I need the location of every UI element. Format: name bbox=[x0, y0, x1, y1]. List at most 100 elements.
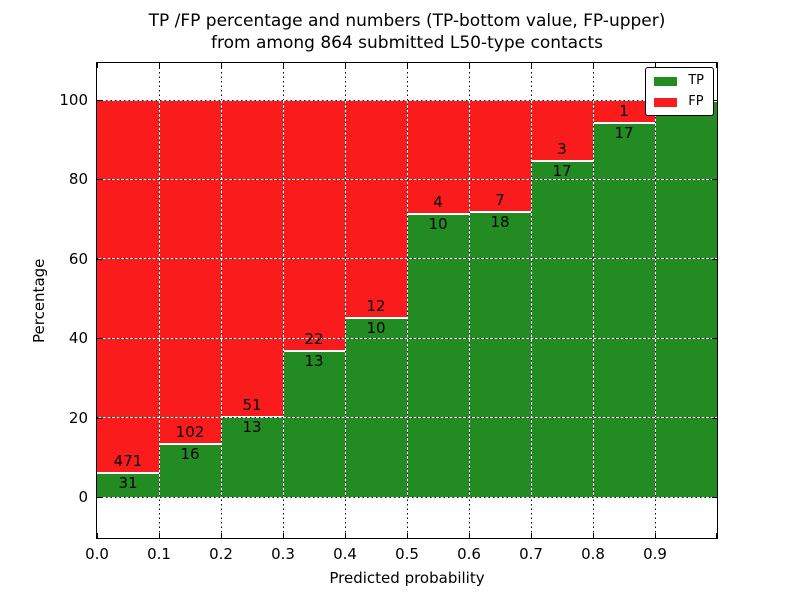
vertical-gridline bbox=[158, 63, 160, 538]
x-tick-label: 0.9 bbox=[643, 545, 667, 563]
x-axis-tick bbox=[159, 533, 160, 538]
y-axis-tick-right bbox=[712, 100, 717, 101]
vertical-gridline bbox=[344, 63, 346, 538]
y-axis-tick bbox=[97, 258, 102, 260]
x-tick-label: 0.1 bbox=[147, 545, 171, 563]
tp-count-label: 17 bbox=[552, 161, 572, 180]
tp-color-swatch bbox=[654, 76, 678, 86]
fp-bar-segment bbox=[159, 100, 221, 444]
x-axis-tick bbox=[407, 533, 408, 538]
x-axis-tick-top bbox=[283, 63, 284, 68]
horizontal-gridline bbox=[97, 258, 717, 260]
y-axis-tick-right bbox=[712, 497, 717, 498]
tp-bar-segment bbox=[655, 100, 717, 497]
tp-count-label: 31 bbox=[118, 474, 138, 493]
x-axis-tick-top bbox=[593, 63, 594, 68]
fp-count-label: 4 bbox=[433, 193, 443, 212]
x-axis-tick bbox=[283, 533, 284, 538]
x-axis-tick-top bbox=[469, 63, 470, 68]
vertical-gridline bbox=[220, 63, 222, 538]
fp-count-label: 1 bbox=[619, 102, 629, 121]
x-tick-label: 0.8 bbox=[581, 545, 605, 563]
x-tick-label: 0.3 bbox=[271, 545, 295, 563]
fp-bar-segment bbox=[593, 100, 655, 123]
x-tick-label: 0.5 bbox=[395, 545, 419, 563]
chart-title: TP /FP percentage and numbers (TP-bottom… bbox=[96, 10, 718, 54]
y-axis-label: Percentage bbox=[30, 258, 48, 343]
y-axis-tick bbox=[97, 179, 102, 181]
y-axis-tick-right bbox=[712, 258, 717, 260]
fp-count-label: 102 bbox=[175, 423, 205, 442]
fp-bar-segment bbox=[469, 100, 531, 212]
tp-bar-segment bbox=[221, 416, 283, 497]
tp-bar-segment bbox=[97, 472, 159, 497]
y-axis-tick-right bbox=[712, 338, 717, 340]
chart-title-line-1: TP /FP percentage and numbers (TP-bottom… bbox=[148, 11, 666, 31]
y-tick-label: 80 bbox=[68, 170, 88, 189]
fp-bar-segment bbox=[221, 100, 283, 417]
tp-count-label: 17 bbox=[614, 124, 634, 143]
legend: TP FP bbox=[645, 67, 714, 116]
plot-area: TP FP 471 31 102 16 51 13 22 13 12 10 4 10 7 18 3 17 1 17… bbox=[96, 62, 718, 539]
x-axis-tick-top bbox=[221, 63, 222, 68]
tp-bar-segment bbox=[593, 122, 655, 497]
y-axis-tick bbox=[97, 338, 102, 340]
fp-count-label: 12 bbox=[366, 296, 386, 315]
y-tick-label: 20 bbox=[68, 408, 88, 427]
x-axis-tick bbox=[221, 533, 222, 538]
y-axis-tick-right bbox=[712, 417, 717, 419]
x-tick-label: 0.2 bbox=[209, 545, 233, 563]
x-axis-tick bbox=[469, 533, 470, 538]
fp-count-label: 7 bbox=[495, 191, 505, 210]
vertical-gridline bbox=[654, 63, 656, 538]
fp-bar-segment bbox=[407, 100, 469, 214]
x-axis-tick-top bbox=[345, 63, 346, 68]
y-tick-label: 0 bbox=[78, 488, 88, 506]
x-axis-tick bbox=[593, 533, 594, 538]
fp-bar-segment bbox=[531, 100, 593, 160]
vertical-gridline bbox=[282, 63, 284, 538]
tp-bar-segment bbox=[345, 316, 407, 497]
fp-count-label: 471 bbox=[113, 452, 143, 471]
x-axis-tick-top bbox=[531, 63, 532, 68]
y-axis-tick-right bbox=[712, 179, 717, 181]
fp-bar-segment bbox=[283, 100, 345, 350]
x-tick-label: 0.4 bbox=[333, 545, 357, 563]
x-axis-tick-top bbox=[159, 63, 160, 68]
tp-bar-segment bbox=[407, 213, 469, 497]
legend-item-fp: FP bbox=[654, 95, 704, 109]
tp-bar-segment bbox=[469, 211, 531, 497]
x-axis-tick bbox=[345, 533, 346, 538]
horizontal-gridline bbox=[97, 99, 717, 101]
y-tick-label: 40 bbox=[68, 329, 88, 348]
tp-count-label: 13 bbox=[304, 351, 324, 370]
vertical-gridline bbox=[406, 63, 408, 538]
x-axis-tick-top bbox=[407, 63, 408, 68]
tp-count-label: 10 bbox=[366, 318, 386, 337]
tp-bar-segment bbox=[531, 159, 593, 497]
x-axis-tick-top bbox=[716, 63, 717, 68]
legend-item-tp: TP bbox=[654, 74, 704, 88]
y-axis-tick bbox=[97, 497, 102, 498]
tp-count-label: 10 bbox=[428, 215, 448, 234]
vertical-gridline bbox=[592, 63, 594, 538]
x-tick-label: 0.0 bbox=[85, 545, 109, 563]
y-tick-label: 60 bbox=[68, 249, 88, 268]
vertical-gridline bbox=[530, 63, 532, 538]
horizontal-gridline bbox=[97, 178, 717, 180]
tp-bar-segment bbox=[159, 443, 221, 497]
tp-count-label: 13 bbox=[242, 418, 262, 437]
horizontal-gridline bbox=[97, 417, 717, 419]
vertical-gridline bbox=[468, 63, 470, 538]
fp-bar-segment bbox=[97, 100, 159, 473]
x-axis-tick bbox=[716, 533, 717, 538]
legend-label-fp: FP bbox=[688, 94, 704, 109]
chart-title-line-2: from among 864 submitted L50-type contac… bbox=[211, 33, 603, 53]
tp-count-label: 16 bbox=[180, 445, 200, 464]
fp-count-label: 3 bbox=[557, 139, 567, 158]
fp-count-label: 51 bbox=[242, 396, 262, 415]
x-axis-tick bbox=[655, 533, 656, 538]
y-tick-label: 100 bbox=[59, 91, 88, 109]
fp-color-swatch bbox=[654, 97, 678, 107]
